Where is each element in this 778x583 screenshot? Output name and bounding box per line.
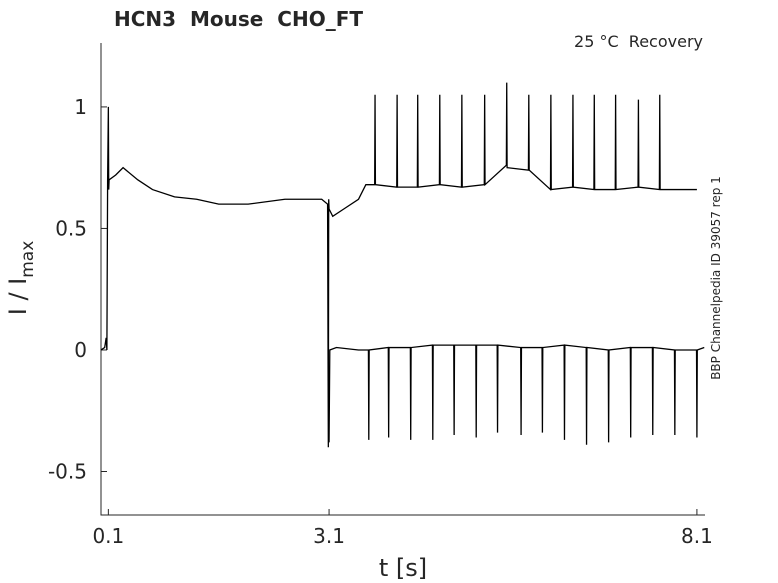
y-tick-label: -0.5 <box>48 459 87 483</box>
x-tick-label: 3.1 <box>313 524 345 548</box>
annotation: 25 °C Recovery <box>574 32 703 51</box>
y-tick-label: 1 <box>74 95 87 119</box>
trace-line <box>100 82 697 448</box>
x-tick-label: 8.1 <box>681 524 713 548</box>
axes <box>100 43 705 516</box>
trace-line <box>328 344 705 445</box>
y-axis-label-main: I / I <box>4 278 32 316</box>
y-axis-label-subscript: max <box>18 241 38 278</box>
x-tick-label: 0.1 <box>92 524 124 548</box>
y-axis-label: I / Imax <box>4 241 38 316</box>
x-axis-label: t [s] <box>379 554 427 582</box>
annotation: BBP Channelpedia ID 39057 rep 1 <box>709 176 723 380</box>
y-tick-label: 0.5 <box>55 216 87 240</box>
y-tick-label: 0 <box>74 338 87 362</box>
chart-title: HCN3 Mouse CHO_FT <box>114 7 363 31</box>
